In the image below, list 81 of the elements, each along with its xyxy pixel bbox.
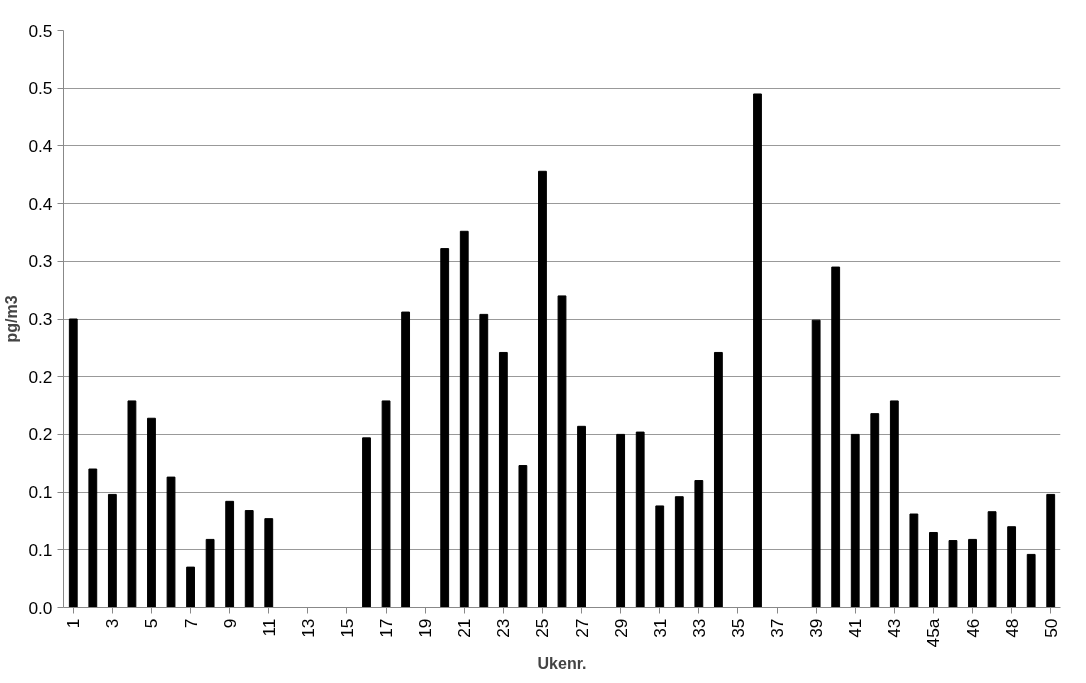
x-tick-label: 39	[806, 618, 827, 638]
x-tick-label: 15	[336, 618, 357, 638]
x-tick-label: 25	[532, 618, 553, 638]
bar	[831, 266, 841, 608]
y-tick-label: 0.5	[28, 20, 53, 41]
bar	[88, 468, 98, 608]
x-tick-label: 19	[415, 618, 436, 638]
x-tick-label: 27	[571, 618, 592, 638]
bar	[557, 295, 567, 608]
bar	[753, 93, 762, 608]
bar	[635, 431, 645, 608]
bar	[205, 538, 215, 608]
x-tick-label: 7	[180, 618, 201, 629]
bar	[107, 493, 117, 608]
x-tick-label: 45a	[923, 618, 944, 648]
x-tick-label: 1	[63, 618, 84, 629]
x-tick-label: 48	[1001, 618, 1022, 638]
x-tick-label: 33	[688, 618, 709, 638]
y-tick-label: 0.3	[28, 309, 53, 329]
y-tick-label: 0.5	[28, 78, 53, 99]
bar	[244, 510, 254, 608]
x-tick-label: 23	[493, 618, 514, 638]
bar	[616, 433, 626, 608]
bar	[166, 476, 176, 608]
bar	[811, 319, 821, 608]
bar	[948, 540, 958, 608]
x-tick-label: 21	[454, 618, 475, 638]
y-tick-label: 0.2	[28, 424, 53, 445]
x-axis-title: Ukenr.	[537, 655, 587, 673]
bar	[929, 531, 938, 608]
bar	[186, 566, 195, 608]
x-tick-label: 11	[258, 618, 279, 637]
x-tick-label: 5	[141, 618, 162, 629]
bar	[264, 518, 274, 608]
bar	[1046, 493, 1056, 608]
bar	[1026, 553, 1036, 608]
bar	[225, 500, 235, 608]
bar	[518, 465, 528, 608]
bar	[909, 513, 919, 608]
bar	[381, 400, 391, 608]
bar	[1007, 526, 1017, 608]
bar	[440, 248, 450, 608]
bar	[459, 230, 469, 608]
bar	[968, 538, 977, 608]
y-tick-label: 0.0	[28, 597, 53, 618]
bar	[987, 511, 997, 608]
x-tick-label: 13	[297, 618, 318, 638]
x-tick-label: 46	[962, 618, 983, 638]
y-tick-label: 0.1	[28, 482, 53, 503]
x-tick-label: 43	[884, 618, 905, 638]
y-tick-label: 0.3	[28, 251, 53, 272]
bar	[498, 351, 508, 608]
x-tick-label: 29	[610, 618, 631, 638]
x-tick-label: 35	[727, 618, 748, 638]
y-tick-label: 0.4	[28, 135, 53, 156]
x-tick-label: 41	[845, 618, 866, 638]
bar	[655, 505, 665, 608]
x-tick-label: 17	[376, 618, 397, 638]
bar	[147, 417, 156, 608]
bar	[68, 318, 78, 608]
x-tick-label: 37	[767, 618, 788, 638]
bar	[401, 311, 411, 608]
bar	[850, 433, 860, 608]
x-tick-label: 50	[1040, 618, 1061, 638]
bar	[362, 437, 371, 608]
bar	[694, 480, 704, 608]
bar	[479, 313, 489, 608]
y-tick-label: 0.4	[28, 193, 53, 214]
x-tick-label: 9	[219, 618, 240, 629]
bar	[577, 425, 586, 608]
bar	[713, 351, 723, 608]
x-tick-label: 31	[649, 618, 670, 638]
y-tick-label: 0.2	[28, 366, 53, 387]
bar	[127, 400, 137, 608]
x-tick-label: 3	[102, 618, 123, 629]
bar	[674, 496, 684, 608]
y-tick-label: 0.1	[28, 539, 53, 560]
bar	[870, 413, 880, 608]
bar	[889, 400, 899, 608]
y-axis-title: pg/m3	[3, 295, 21, 343]
bar	[538, 170, 547, 608]
